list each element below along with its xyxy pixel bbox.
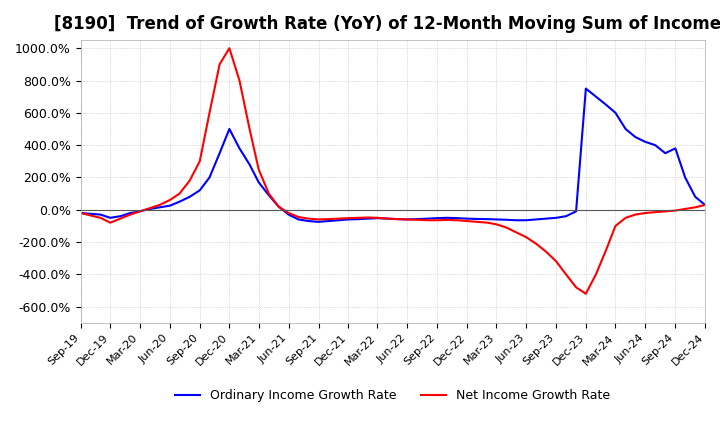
Line: Ordinary Income Growth Rate: Ordinary Income Growth Rate: [81, 88, 705, 222]
Line: Net Income Growth Rate: Net Income Growth Rate: [81, 48, 705, 294]
Legend: Ordinary Income Growth Rate, Net Income Growth Rate: Ordinary Income Growth Rate, Net Income …: [170, 384, 616, 407]
Title: [8190]  Trend of Growth Rate (YoY) of 12-Month Moving Sum of Incomes: [8190] Trend of Growth Rate (YoY) of 12-…: [54, 15, 720, 33]
